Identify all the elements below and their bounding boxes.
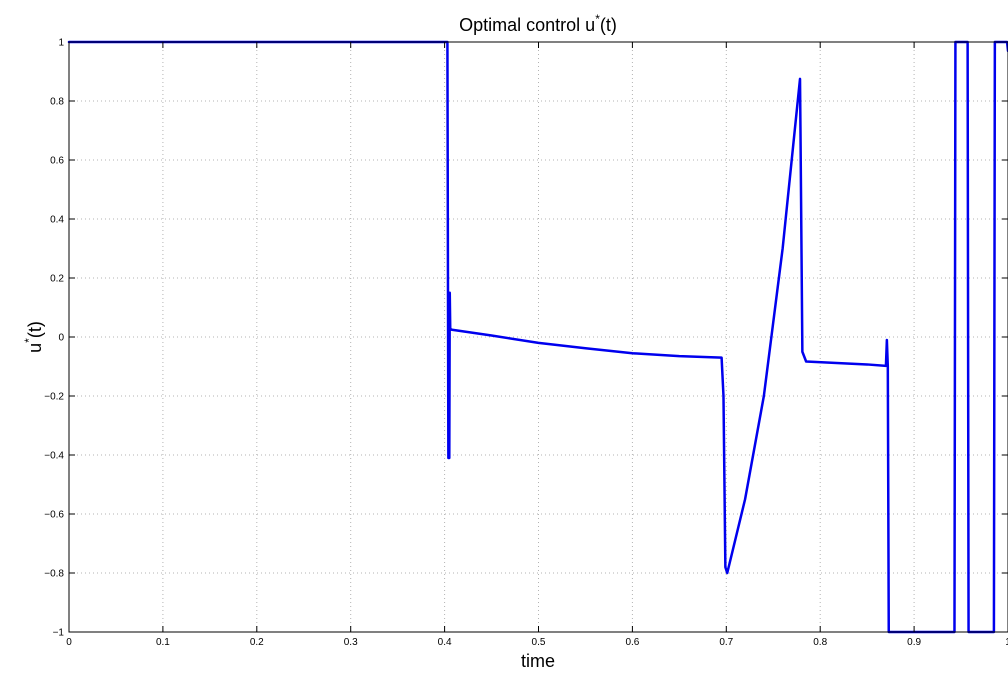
chart-title-suffix: (t) xyxy=(600,15,617,35)
grid xyxy=(69,42,1008,632)
x-tick-label: 0 xyxy=(66,637,72,648)
x-tick-label: 0.3 xyxy=(344,637,358,648)
x-axis-label: time xyxy=(521,651,555,671)
ticks xyxy=(68,41,1008,633)
chart-title-superscript: * xyxy=(595,12,600,26)
y-tick-label: −0.6 xyxy=(44,510,64,521)
y-tick-label: 0.4 xyxy=(50,215,64,226)
x-tick-label: 0.7 xyxy=(719,637,733,648)
chart-title: Optimal control u*(t) xyxy=(459,12,617,35)
x-tick-label: 0.6 xyxy=(625,637,639,648)
y-axis-label: u*(t) xyxy=(22,321,45,353)
x-tick-label: 0.9 xyxy=(907,637,921,648)
y-tick-label: −0.2 xyxy=(44,392,64,403)
y-tick-label: 1 xyxy=(58,38,64,49)
x-tick-label: 1 xyxy=(1005,637,1008,648)
x-tick-label: 0.1 xyxy=(156,637,170,648)
series-line xyxy=(67,40,1008,634)
x-tick-label: 0.5 xyxy=(532,637,546,648)
y-tick-label: 0.2 xyxy=(50,274,64,285)
x-tick-label: 0.2 xyxy=(250,637,264,648)
y-axis-label-main: u xyxy=(25,343,45,353)
y-tick-label: −0.8 xyxy=(44,569,64,580)
series-layer xyxy=(67,40,1008,634)
chart-title-main: Optimal control u xyxy=(459,15,595,35)
y-axis-label-suffix: (t) xyxy=(25,321,45,338)
x-tick-label: 0.4 xyxy=(438,637,452,648)
y-tick-label: 0 xyxy=(58,333,64,344)
y-tick-label: −1 xyxy=(53,628,65,639)
y-tick-label: 0.8 xyxy=(50,97,64,108)
y-tick-label: 0.6 xyxy=(50,156,64,167)
x-tick-labels: 0 0.1 0.2 0.3 0.4 0.5 0.6 0.7 0.8 0.9 1 xyxy=(66,637,1008,648)
x-tick-label: 0.8 xyxy=(813,637,827,648)
y-tick-label: −0.4 xyxy=(44,451,64,462)
y-axis-label-superscript: * xyxy=(22,338,36,343)
y-tick-labels: −1 −0.8 −0.6 −0.4 −0.2 0 0.2 0.4 0.6 0.8 1 xyxy=(44,38,64,639)
